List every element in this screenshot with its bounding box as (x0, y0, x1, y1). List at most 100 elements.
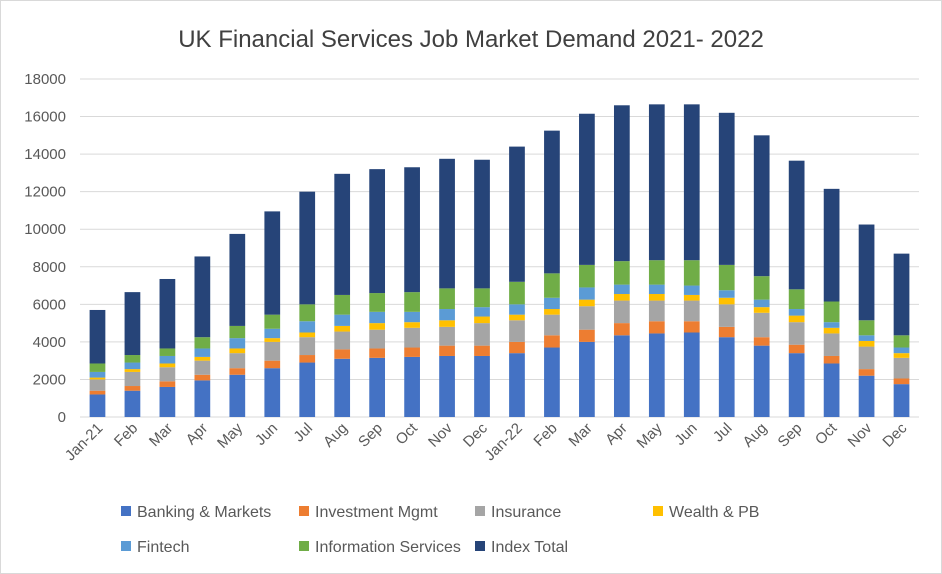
bar-segment (858, 224, 875, 321)
x-tick-label: Jul (710, 420, 736, 446)
bar-segment (648, 294, 665, 301)
x-tick-label: Jun (671, 420, 700, 449)
legend-label: Insurance (491, 504, 561, 521)
bar-segment (823, 322, 840, 328)
bar-segment (404, 292, 420, 312)
bar-segment (509, 304, 525, 315)
y-tick-label: 18000 (24, 71, 66, 88)
x-tick-label: Jun (252, 420, 281, 449)
bar-segment (718, 326, 735, 338)
bar-segment (124, 369, 141, 372)
bar-segment (683, 321, 700, 333)
bar-segment (299, 304, 316, 322)
bar-segment (264, 328, 281, 339)
legend-swatch (475, 506, 485, 516)
x-tick-label: Dec (879, 419, 910, 450)
bar-segment (893, 347, 910, 354)
bar-segment (613, 105, 630, 262)
bar-segment (544, 273, 560, 298)
bar-segment (369, 169, 386, 294)
bar-segment (89, 394, 106, 417)
bar-segment (823, 363, 840, 417)
bar-segment (369, 329, 386, 349)
bar-segment (194, 348, 211, 357)
bar-segment (229, 374, 246, 417)
bar-segment (89, 377, 106, 380)
bar-segment (579, 264, 595, 288)
bar-segment (613, 335, 630, 417)
bar-segment (509, 341, 525, 354)
bar-segment (334, 325, 351, 332)
bar-segment (264, 338, 281, 342)
x-tick-label: Feb (530, 420, 560, 450)
bar-segment (404, 356, 420, 417)
bar-segment (159, 367, 176, 382)
bar-segment (334, 173, 351, 295)
bars (89, 104, 910, 417)
bar-segment (89, 309, 106, 364)
bar-segment (788, 309, 805, 316)
legend-swatch (299, 541, 309, 551)
y-tick-label: 4000 (33, 334, 66, 351)
bar-segment (788, 160, 805, 290)
bar-segment (264, 341, 281, 361)
bar-segment (159, 278, 176, 349)
x-tick-label: Aug (740, 420, 771, 451)
bar-segment (334, 294, 351, 315)
x-tick-label: Apr (183, 420, 212, 449)
bar-segment (579, 341, 595, 417)
bar-segment (753, 307, 770, 313)
bar-segment (474, 159, 490, 289)
bar-segment (788, 353, 805, 417)
bar-segment (229, 233, 246, 326)
x-tick-label: Aug (320, 420, 351, 451)
bar-segment (648, 333, 665, 417)
bar-segment (613, 261, 630, 285)
bar-segment (509, 281, 525, 305)
legend-label: Index Total (491, 539, 568, 556)
bar-segment (369, 323, 386, 330)
x-tick-label: Sep (355, 420, 386, 451)
bar-segment (613, 284, 630, 295)
bar-segment (439, 355, 455, 417)
x-tick-label: May (214, 419, 246, 451)
bar-segment (509, 320, 525, 342)
bar-segment (544, 347, 560, 417)
bar-segment (718, 304, 735, 327)
bar-segment (89, 379, 106, 391)
bar-segment (579, 113, 595, 265)
bar-segment (334, 358, 351, 417)
bar-segment (299, 191, 316, 305)
bar-segment (858, 346, 875, 370)
bar-segment (648, 284, 665, 295)
bar-segment (474, 355, 490, 417)
bar-segment (369, 357, 386, 417)
legend: Banking & Markets Investment Mgmt Insuranc… (121, 504, 759, 556)
bar-segment (124, 355, 141, 363)
bar-segment (893, 335, 910, 348)
bar-segment (159, 355, 176, 364)
bar-segment (334, 314, 351, 326)
y-tick-label: 0 (58, 409, 66, 426)
bar-segment (194, 360, 211, 375)
bar-segment (299, 332, 316, 338)
legend-label: Information Services (315, 539, 461, 556)
bar-segment (439, 326, 455, 346)
bar-segment (474, 307, 490, 317)
bar-segment (474, 323, 490, 346)
bar-segment (404, 327, 420, 348)
legend-label: Fintech (137, 539, 189, 556)
y-axis-tick-labels: 0 2000 4000 6000 8000 10000 12000 14000 16000 180… (24, 71, 66, 426)
bar-segment (683, 332, 700, 417)
bar-segment (159, 381, 176, 387)
bar-segment (509, 353, 525, 417)
bar-segment (229, 368, 246, 375)
bar-segment (579, 299, 595, 307)
bar-segment (299, 337, 316, 356)
legend-swatch (121, 541, 131, 551)
bar-segment (299, 355, 316, 363)
bar-segment (124, 390, 141, 417)
bar-segment (439, 320, 455, 327)
bar-segment (823, 333, 840, 356)
bar-segment (893, 378, 910, 385)
